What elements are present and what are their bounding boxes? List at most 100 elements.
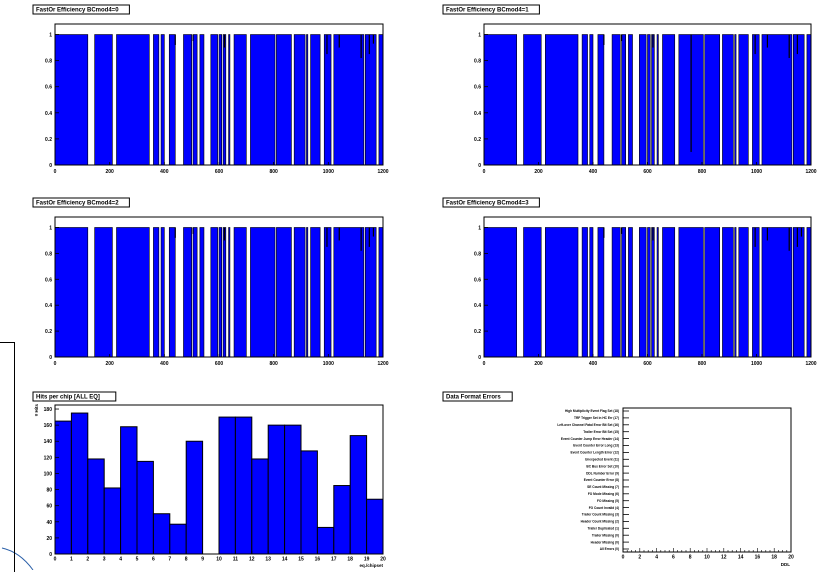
efficiency-segment: [153, 227, 160, 358]
efficiency-segment: [94, 227, 113, 358]
x-tick-label: 12: [249, 557, 255, 563]
x-tick-label: 11: [233, 557, 239, 563]
error-category-label: TRF Trigger Set in HC Err (17): [574, 416, 619, 420]
error-category-label: Trailer Duplicated (1): [587, 527, 619, 531]
x-tick-label: 1000: [751, 361, 762, 367]
y-tick-label: 160: [44, 423, 53, 429]
efficiency-segment: [183, 34, 192, 166]
x-tick-label: 18: [771, 555, 777, 561]
efficiency-segment: [378, 34, 384, 166]
efficiency-segment: [621, 227, 626, 358]
y-tick-label: 0.6: [45, 85, 52, 91]
x-tick-label: 17: [331, 557, 337, 563]
error-category-label: SE Count Missing (7): [587, 485, 619, 489]
efficiency-segment: [233, 34, 247, 166]
efficiency-segment: [628, 227, 633, 358]
hit-bar: [267, 424, 286, 555]
efficiency-segment: [628, 34, 633, 166]
x-axis-label: eq./chipset: [359, 563, 383, 568]
error-category-label: Header Missing (0): [591, 540, 619, 544]
error-category-label: Trailer Missing (0): [592, 533, 619, 537]
efficiency-segment: [523, 34, 542, 166]
title-box: [442, 197, 540, 208]
x-tick-label: 18: [347, 557, 353, 563]
x-tick-label: 600: [643, 169, 652, 175]
x-tick-label: 19: [364, 557, 370, 563]
y-tick-label: 0.2: [45, 329, 52, 335]
y-tick-label: 0.8: [474, 251, 481, 257]
hit-bar: [316, 526, 335, 555]
y-tick-label: 0: [49, 163, 52, 169]
panel-fastor-eff-1: FastOr Efficiency BCmod4=1 0 200 400 600 800 1…: [442, 4, 817, 175]
x-tick-label: 4: [119, 557, 122, 563]
hit-bar: [251, 458, 269, 555]
y-tick-label: 0: [49, 552, 52, 558]
x-tick-label: 400: [160, 169, 169, 175]
efficiency-segment: [333, 227, 365, 358]
side-frame: [0, 342, 15, 572]
x-tick-label: 10: [704, 555, 710, 561]
x-tick-label: 800: [269, 169, 278, 175]
x-tick-label: 0: [54, 557, 57, 563]
efficiency-segment: [704, 227, 721, 358]
efficiency-segment: [545, 227, 579, 358]
efficiency-segment: [54, 227, 89, 358]
accent-curve: [1, 547, 34, 570]
efficiency-segment: [306, 34, 309, 166]
y-tick-label: 40: [46, 520, 52, 526]
error-category-label: Trailer Count Missing (3): [582, 513, 619, 517]
hit-bar: [120, 426, 138, 555]
x-tick-label: 14: [282, 557, 288, 563]
error-category-label: Unexpected Event (11): [585, 458, 619, 462]
hit-bar: [152, 513, 171, 555]
panel-data-format-errors: Data Format Errors High Multiplicity Even…: [442, 391, 794, 567]
x-tick-label: 200: [105, 169, 114, 175]
efficiency-segment: [276, 227, 292, 358]
efficiency-segment: [218, 227, 223, 358]
x-tick-label: 0: [483, 361, 486, 367]
title-box: [442, 4, 540, 15]
hit-bar: [218, 416, 236, 555]
error-category-label: High Multiplicity Event Flag Set (18): [565, 409, 619, 413]
efficiency-segment: [222, 34, 227, 166]
x-tick-label: 400: [160, 361, 169, 367]
efficiency-segment: [293, 227, 306, 358]
efficiency-segment: [183, 227, 192, 358]
panel-hits-per-chip: Hits per chip [ALL EQ]0 1 2 3 4 5 6 7 8 9 10 11 12 13…: [32, 391, 386, 568]
efficiency-segment: [656, 227, 659, 358]
x-tick-label: 1000: [751, 169, 762, 175]
x-axis-label: DDL: [781, 562, 790, 567]
panel-fastor-eff-3: FastOr Efficiency BCmod4=3 0 200 400 600 800 1…: [442, 197, 817, 367]
efficiency-segment: [192, 34, 198, 166]
x-tick-label: 400: [589, 361, 598, 367]
x-tick-label: 0: [622, 555, 625, 561]
efficiency-segment: [323, 227, 332, 358]
efficiency-segment: [662, 227, 676, 358]
y-tick-label: 0: [49, 355, 52, 361]
hit-bar: [366, 498, 384, 555]
efficiency-segment: [364, 227, 377, 358]
efficiency-segment: [589, 34, 594, 166]
x-tick-label: 9: [201, 557, 204, 563]
x-tick-label: 1000: [323, 361, 334, 367]
efficiency-segment: [738, 227, 749, 358]
y-tick-label: 0.6: [474, 85, 481, 91]
title-box: [32, 391, 117, 402]
error-category-label: Event Counter Length Error (12): [570, 451, 619, 455]
x-tick-label: 600: [215, 169, 224, 175]
x-tick-label: 8: [185, 557, 188, 563]
chart-title: FastOr Efficiency BCmod4=1: [446, 8, 529, 14]
y-tick-label: 0.6: [474, 277, 481, 283]
efficiency-segment: [678, 227, 704, 358]
x-tick-label: 2: [638, 555, 641, 561]
efficiency-segment: [364, 34, 377, 166]
efficiency-segment: [160, 227, 165, 358]
y-tick-label: 0.2: [474, 137, 481, 143]
x-tick-label: 1200: [377, 361, 388, 367]
efficiency-segment: [639, 34, 647, 166]
hit-bar: [70, 412, 89, 555]
chart-title: FastOr Efficiency BCmod4=2: [36, 201, 119, 207]
efficiency-segment: [293, 34, 306, 166]
efficiency-segment: [310, 227, 321, 358]
efficiency-segment: [116, 34, 150, 166]
